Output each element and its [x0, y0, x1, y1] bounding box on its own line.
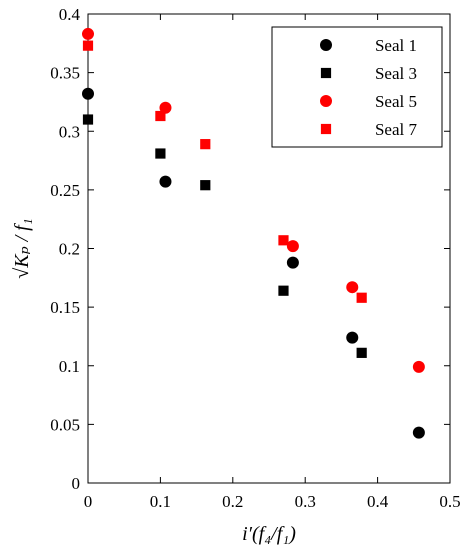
y-axis-label: √Kₚ / f₁: [11, 218, 33, 278]
x-tick-label: 0.1: [150, 492, 171, 511]
legend-marker-seal-3: [320, 67, 332, 79]
legend-marker-seal-5: [320, 95, 332, 107]
seal-1-point: [412, 426, 425, 439]
x-axis-label: i′(f₄/f₁): [242, 523, 296, 545]
x-tick-label: 0.4: [367, 492, 389, 511]
y-tick-label: 0: [72, 474, 81, 493]
x-tick-label: 0.2: [222, 492, 243, 511]
seal-3-point: [278, 285, 289, 296]
legend-marker-seal-1: [320, 39, 332, 51]
y-tick-label: 0.3: [59, 122, 80, 141]
seal-1-point: [159, 175, 172, 188]
y-tick-label: 0.35: [50, 64, 80, 83]
legend-label-seal-7: Seal 7: [375, 120, 418, 139]
legend-label-seal-1: Seal 1: [375, 36, 417, 55]
y-tick-label: 0.25: [50, 181, 80, 200]
seal-3-point: [200, 180, 211, 191]
points-layer: [82, 27, 425, 439]
seal-1-point: [346, 331, 359, 344]
ticks-layer: 0 0.1 0.2 0.3 0.4 0.5 0 0.05 0.1 0.15 0.2 0.25 0.3 0.…: [50, 5, 460, 511]
seal-5-point: [346, 281, 359, 294]
x-tick-label: 0: [84, 492, 93, 511]
legend: Seal 1 Seal 3 Seal 5 Seal 7: [271, 26, 443, 148]
seal-3-point: [356, 347, 367, 358]
seal-7-point: [356, 292, 367, 303]
y-tick-label: 0.15: [50, 298, 80, 317]
y-tick-label: 0.4: [59, 5, 81, 24]
axis-labels: i′(f₄/f₁) √Kₚ / f₁: [11, 218, 296, 545]
legend-label-seal-5: Seal 5: [375, 92, 417, 111]
seal-5-point: [159, 101, 172, 114]
legend-box: [271, 26, 443, 148]
y-tick-label: 0.1: [59, 357, 80, 376]
seal-1-point: [286, 256, 299, 269]
y-tick-label: 0.05: [50, 415, 80, 434]
seal-7-point: [278, 235, 289, 246]
seal-3-point: [155, 148, 166, 159]
y-tick-label: 0.2: [59, 240, 80, 259]
legend-label-seal-3: Seal 3: [375, 64, 417, 83]
x-tick-label: 0.5: [439, 492, 460, 511]
seal-7-point: [82, 40, 94, 51]
seal-3-point: [82, 114, 94, 125]
x-tick-label: 0.3: [295, 492, 316, 511]
seal-5-point: [82, 27, 94, 40]
seal-1-point: [82, 87, 94, 100]
seal-7-point: [155, 110, 166, 122]
legend-marker-seal-7: [320, 123, 332, 135]
seal-5-point: [286, 240, 299, 253]
seal-7-point: [200, 139, 211, 150]
seal-5-point: [412, 360, 425, 373]
